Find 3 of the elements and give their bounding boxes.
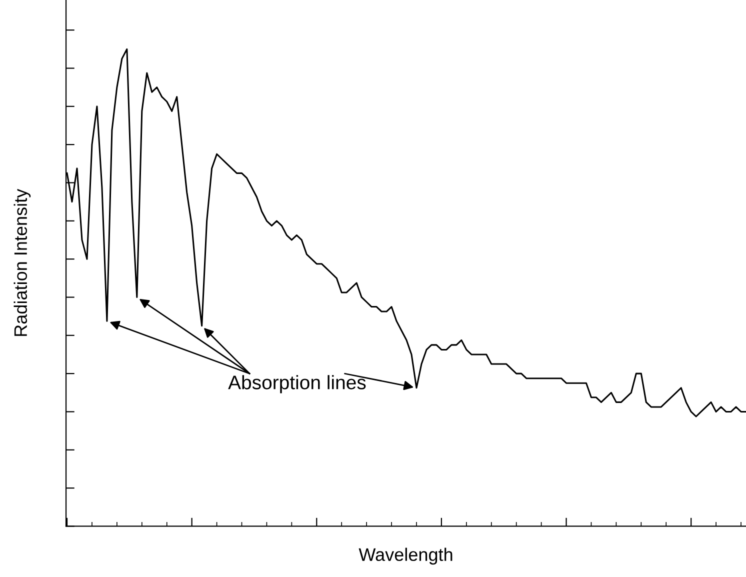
y-axis-title: Radiation Intensity <box>14 188 31 336</box>
x-axis-title: Wavelength <box>358 548 452 565</box>
annotation: Absorption lines <box>228 375 366 394</box>
